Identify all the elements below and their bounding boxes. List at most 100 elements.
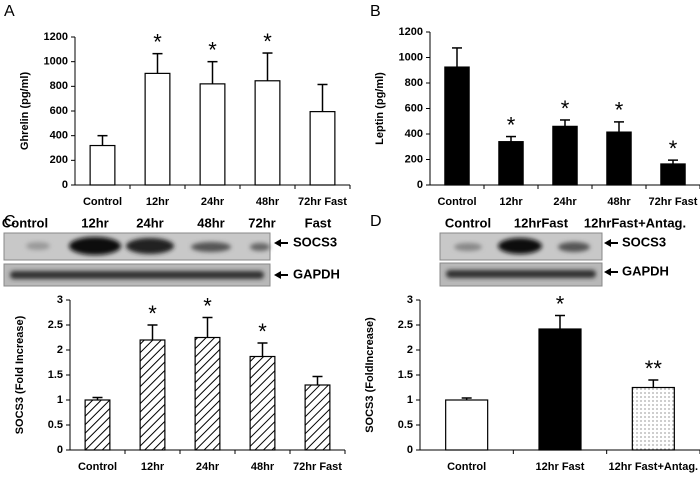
significance-marker: * xyxy=(556,291,565,316)
y-tick-label: 1 xyxy=(407,394,413,406)
significance-marker: * xyxy=(208,37,217,62)
x-tick-label: 12hr xyxy=(141,461,165,473)
y-tick-label: 2 xyxy=(407,344,413,356)
bar xyxy=(144,72,171,186)
y-tick-label: 400 xyxy=(50,130,68,142)
lane-label: Control xyxy=(445,215,491,230)
error-bar xyxy=(97,134,108,146)
bar xyxy=(89,144,116,186)
x-tick-label: 12hr Fast xyxy=(536,461,585,473)
chart: 0 0.5 1 1.5 2 2.5 3 SOCS3 (Fold Increase) Contro… xyxy=(14,293,346,473)
x-tick-label: 24hr xyxy=(553,196,577,208)
band xyxy=(454,243,482,251)
lane-label: 72hr xyxy=(248,215,275,230)
x-tick-label: 72hr Fast xyxy=(298,196,347,208)
chart: B 0 200 400 600 800 1000 1200 Leptin (pg/ml) Cont… xyxy=(370,3,700,208)
band xyxy=(558,242,590,252)
lane-label: 24hr xyxy=(136,215,163,230)
y-tick-label: 3 xyxy=(57,294,63,306)
x-tick-label: 24hr xyxy=(201,196,225,208)
y-tick-label: 600 xyxy=(405,102,423,114)
arrow-head xyxy=(274,239,281,247)
error-bar xyxy=(92,396,103,400)
band xyxy=(446,270,596,278)
panel-letter: D xyxy=(370,213,382,230)
bar xyxy=(444,66,470,186)
error-bar xyxy=(461,397,472,400)
lane-label: 12hrFast+Antag. xyxy=(584,215,686,230)
y-axis-title: SOCS3 (FoldIncrease) xyxy=(364,317,376,433)
bar xyxy=(309,111,336,186)
x-tick-label: 12hr Fast+Antag. xyxy=(609,461,699,473)
y-tick-label: 0 xyxy=(57,444,63,456)
bar xyxy=(606,131,632,186)
band xyxy=(26,242,50,250)
blot-c: C SOCS3 GAPDH xyxy=(3,213,340,287)
y-tick-label: 1.5 xyxy=(398,369,413,381)
y-tick-label: 1.5 xyxy=(48,369,63,381)
y-tick-label: 800 xyxy=(405,77,423,89)
x-tick-label: 72hr Fast xyxy=(293,461,342,473)
error-bar xyxy=(257,342,268,357)
x-tick-label: 12hr xyxy=(499,196,523,208)
band-label: SOCS3 xyxy=(622,234,666,249)
y-tick-label: 0 xyxy=(417,179,423,191)
arrow-head xyxy=(604,268,611,276)
error-bar xyxy=(668,159,678,164)
y-axis-title: Leptin (pg/ml) xyxy=(374,72,386,145)
y-axis-title: SOCS3 (Fold Increase) xyxy=(14,315,26,434)
bar xyxy=(254,80,281,186)
band xyxy=(498,238,542,254)
error-bar xyxy=(506,135,516,142)
band xyxy=(191,242,231,252)
lane-label: 48hr xyxy=(197,215,224,230)
x-tick-label: 48hr xyxy=(607,196,631,208)
bar xyxy=(84,399,111,451)
y-tick-label: 0 xyxy=(407,444,413,456)
bar xyxy=(139,339,166,451)
y-tick-label: 200 xyxy=(405,153,423,165)
y-tick-label: 800 xyxy=(50,80,68,92)
y-tick-label: 2.5 xyxy=(48,319,63,331)
band-label: SOCS3 xyxy=(293,234,337,249)
x-tick-label: Control xyxy=(78,461,117,473)
error-bar xyxy=(207,60,218,84)
y-tick-label: 200 xyxy=(50,154,68,166)
bar xyxy=(304,384,331,451)
y-tick-label: 1200 xyxy=(399,26,423,38)
significance-marker: * xyxy=(669,136,678,161)
x-tick-label: 12hr xyxy=(146,196,170,208)
band-label: GAPDH xyxy=(293,266,340,281)
bar xyxy=(538,328,582,451)
error-bar xyxy=(262,52,273,81)
significance-marker: * xyxy=(258,319,267,344)
y-tick-label: 600 xyxy=(50,105,68,117)
y-tick-label: 2 xyxy=(57,344,63,356)
lane-label: 12hrFast xyxy=(514,215,569,230)
y-tick-label: 1200 xyxy=(44,31,68,43)
arrow-head xyxy=(274,271,281,279)
band xyxy=(10,271,264,279)
x-tick-label: 24hr xyxy=(196,461,220,473)
x-tick-label: 48hr xyxy=(251,461,275,473)
error-bar xyxy=(648,379,659,388)
bar xyxy=(249,355,276,451)
bar xyxy=(498,141,524,186)
bar xyxy=(631,386,675,451)
x-tick-label: 72hr Fast xyxy=(649,196,698,208)
bar xyxy=(552,125,578,186)
error-bar xyxy=(202,316,213,338)
error-bar xyxy=(452,47,462,68)
chart: 0 0.5 1 1.5 2 2.5 3 SOCS3 (FoldIncrease) Control… xyxy=(364,291,700,473)
chart: A 0 200 400 600 800 1000 1200 Ghrelin (pg/ml) Con… xyxy=(4,3,351,208)
y-tick-label: 1000 xyxy=(399,51,423,63)
bar xyxy=(445,399,489,451)
error-bar xyxy=(312,375,323,385)
error-bar xyxy=(560,119,570,127)
y-tick-label: 0.5 xyxy=(48,419,63,431)
panel-letter: B xyxy=(370,3,381,20)
band xyxy=(126,238,174,254)
significance-marker: ** xyxy=(645,356,663,381)
significance-marker: * xyxy=(148,301,157,326)
